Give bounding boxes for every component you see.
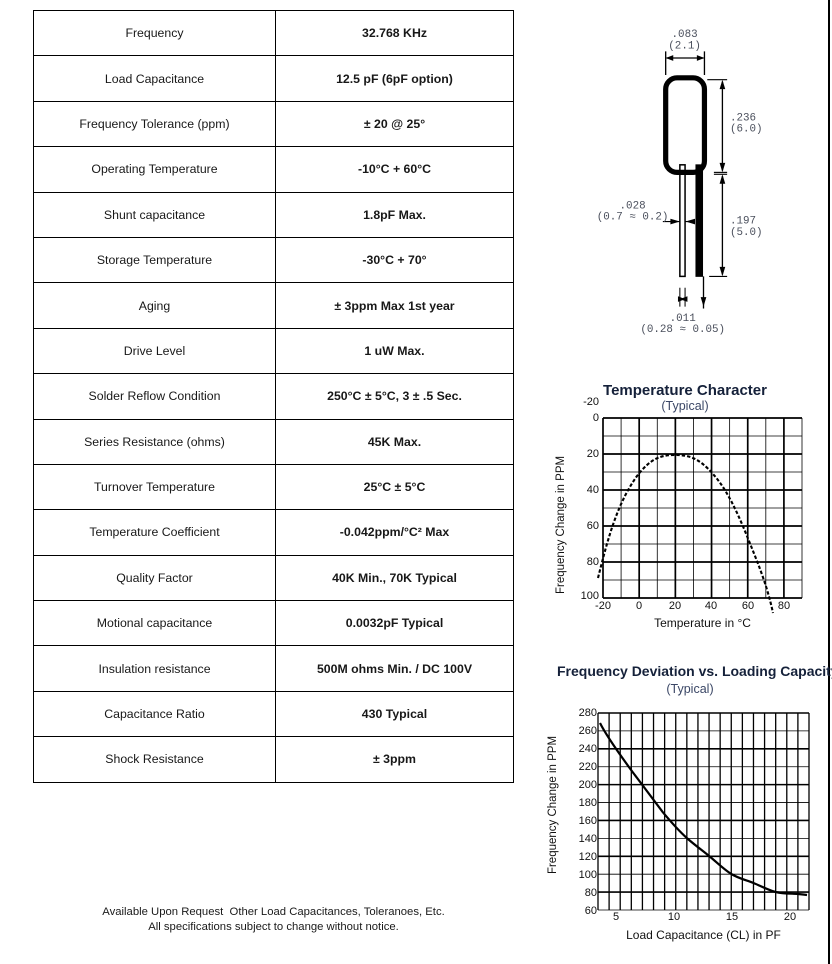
svg-text:(6.0): (6.0) — [730, 124, 763, 136]
svg-text:.083: .083 — [672, 29, 698, 41]
svg-text:(0.28 ≈ 0.05): (0.28 ≈ 0.05) — [640, 324, 725, 335]
svg-text:.028: .028 — [620, 200, 646, 212]
svg-text:.236: .236 — [730, 112, 756, 124]
svg-text:(2.1): (2.1) — [668, 41, 701, 53]
svg-text:(0.7 ≈ 0.2): (0.7 ≈ 0.2) — [597, 212, 669, 224]
svg-text:.197: .197 — [730, 215, 756, 227]
svg-text:(5.0): (5.0) — [730, 227, 763, 239]
svg-text:.011: .011 — [670, 313, 696, 325]
